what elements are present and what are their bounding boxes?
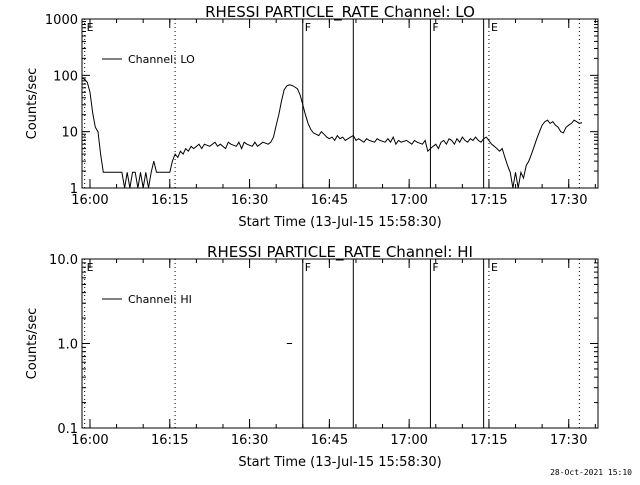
x-tick-label: 16:15 [151,433,188,448]
y-tick-label: 100 [53,69,78,84]
plot-frame [81,18,599,189]
annotation-label: E [87,261,94,274]
x-tick-label: 17:00 [390,433,427,448]
x-tick-label: 16:00 [71,193,108,208]
chart-title: RHESSI PARTICLE_RATE Channel: HI [207,243,473,262]
x-tick-label: 17:15 [470,433,507,448]
y-tick-label: 1000 [45,13,78,28]
x-tick-label: 16:30 [231,193,268,208]
y-tick-label: 1.0 [57,338,78,353]
timestamp: 28-Oct-2021 15:10 [550,468,632,477]
y-tick-label: 10.0 [49,253,78,268]
x-axis-label: Start Time (13-Jul-15 15:58:30) [238,455,441,470]
y-axis-label: Counts/sec [25,68,40,140]
annotation-label: F [432,21,438,34]
y-tick-label: 0.1 [57,422,78,437]
annotation-label: E [87,21,94,34]
x-tick-label: 16:45 [311,193,348,208]
chart-panel-lo: RHESSI PARTICLE_RATE Channel: LO 1 10 100 10… [25,3,599,230]
x-tick-label: 16:00 [71,433,108,448]
x-tick-label: 17:30 [550,193,587,208]
x-axis-label: Start Time (13-Jul-15 15:58:30) [238,215,441,230]
annotation-label: F [432,261,438,274]
chart-panel-hi: RHESSI PARTICLE_RATE Channel: HI 0.1 1.0 10… [25,243,599,470]
y-tick-label: 10 [61,126,78,141]
plot-frame [81,258,599,429]
x-tick-label: 16:15 [151,193,188,208]
annotation-label: E [491,21,498,34]
x-tick-label: 17:15 [470,193,507,208]
annotation-label: E [491,261,498,274]
x-tick-label: 16:45 [311,433,348,448]
y-axis-label: Counts/sec [25,308,40,380]
annotation-label: F [305,21,311,34]
chart-title: RHESSI PARTICLE_RATE Channel: LO [205,3,475,22]
series-line [82,77,583,188]
x-tick-label: 17:00 [390,193,427,208]
legend-label: Channel: HI [128,293,192,306]
x-tick-label: 16:30 [231,433,268,448]
legend-label: Channel: LO [128,53,195,66]
annotation-label: F [305,261,311,274]
x-tick-label: 17:30 [550,433,587,448]
y-tick-label: 1 [70,182,78,197]
